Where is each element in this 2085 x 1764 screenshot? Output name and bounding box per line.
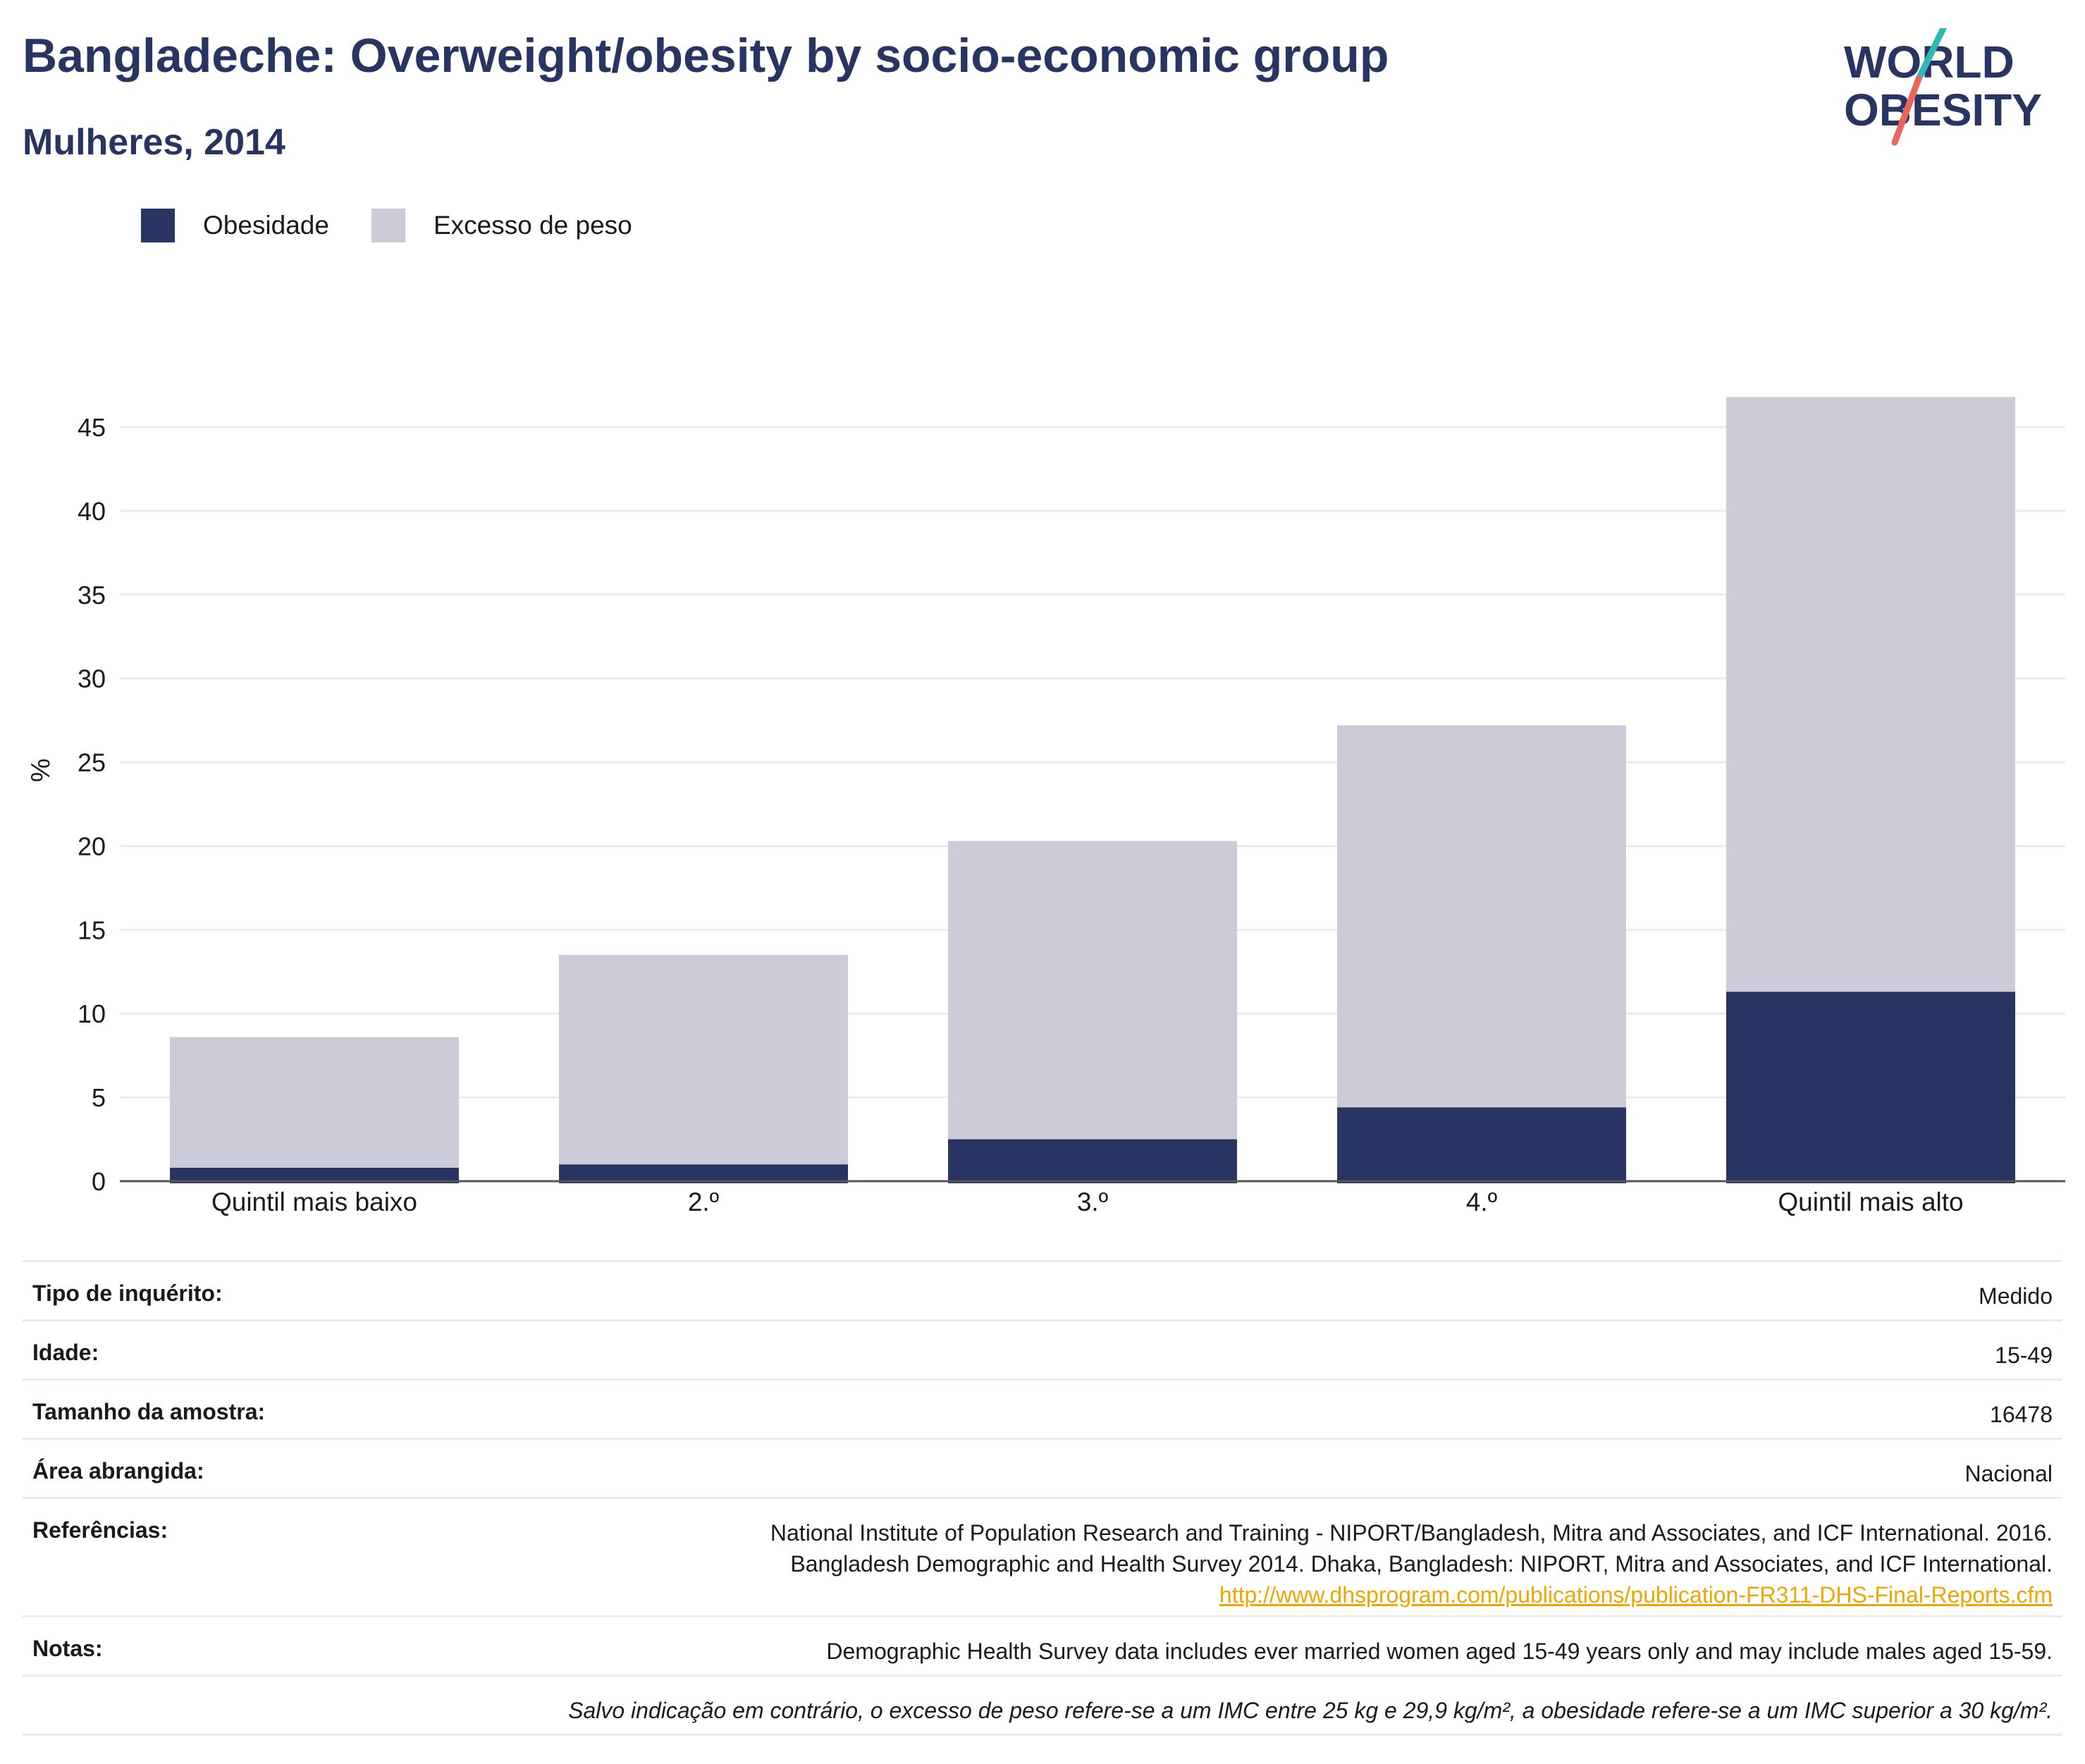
x-tick-label: 2.º (688, 1188, 720, 1216)
y-tick-label: 25 (78, 748, 106, 777)
y-tick-label: 5 (92, 1083, 106, 1112)
notes-value: Demographic Health Survey data includes … (826, 1639, 2053, 1664)
age-value: 15-49 (1995, 1343, 2053, 1368)
survey-type-value: Medido (1979, 1283, 2053, 1309)
bar-obesity (948, 1139, 1237, 1183)
y-tick-label: 35 (78, 581, 106, 610)
chart-title: Bangladeche: Overweight/obesity by socio… (23, 29, 1389, 82)
bar-obesity (1337, 1107, 1626, 1183)
legend-label-overweight: Excesso de peso (433, 211, 632, 240)
logo-red-slash (1891, 75, 1922, 146)
info-row-references: Referências: National Institute of Popul… (23, 1497, 2062, 1615)
notes-label: Notas: (32, 1636, 103, 1661)
world-obesity-logo: WORLD OBESITY (1844, 28, 2042, 146)
references-link[interactable]: http://www.dhsprogram.com/publications/p… (1219, 1582, 2053, 1608)
info-bottom-divider (23, 1734, 2062, 1736)
sample-size-label: Tamanho da amostra: (32, 1399, 266, 1424)
chart-legend: Obesidade Excesso de peso (141, 209, 675, 242)
legend-label-obesity: Obesidade (203, 211, 329, 240)
y-tick-label: 45 (78, 413, 106, 442)
x-tick-label: 3.º (1077, 1188, 1109, 1216)
y-tick-label: 40 (78, 497, 106, 526)
bar-overweight (559, 955, 848, 1183)
area-value: Nacional (1964, 1461, 2053, 1486)
x-tick-label: Quintil mais baixo (211, 1188, 417, 1216)
info-row-sample-size: Tamanho da amostra: 16478 (23, 1378, 2062, 1438)
info-table: Tipo de inquérito: Medido Idade: 15-49 T… (23, 1260, 2062, 1736)
age-label: Idade: (32, 1340, 99, 1365)
y-axis-label: % (26, 758, 56, 782)
bar-overweight (1337, 725, 1626, 1183)
footnote: Salvo indicação em contrário, o excesso … (568, 1698, 2053, 1723)
bar-overweight (170, 1037, 459, 1183)
info-row-survey-type: Tipo de inquérito: Medido (23, 1260, 2062, 1319)
logo-line2: OBESITY (1844, 85, 2042, 135)
area-label: Área abrangida: (32, 1458, 204, 1484)
references-value: National Institute of Population Researc… (770, 1517, 2053, 1610)
references-line-1: National Institute of Population Researc… (770, 1520, 2053, 1546)
legend-swatch-overweight (371, 209, 405, 242)
legend-swatch-obesity (141, 209, 175, 242)
references-line-2: Bangladesh Demographic and Health Survey… (790, 1551, 2053, 1577)
references-label: Referências: (32, 1517, 168, 1543)
y-tick-label: 30 (78, 665, 106, 693)
chart-subtitle: Mulheres, 2014 (23, 122, 285, 163)
info-row-age: Idade: 15-49 (23, 1319, 2062, 1378)
bar-overweight (948, 841, 1237, 1183)
y-tick-label: 10 (78, 999, 106, 1028)
bar-obesity (1726, 992, 2015, 1183)
y-tick-label: 0 (92, 1167, 106, 1196)
info-row-area: Área abrangida: Nacional (23, 1438, 2062, 1497)
info-row-footnote: Salvo indicação em contrário, o excesso … (23, 1674, 2062, 1734)
info-row-notes: Notas: Demographic Health Survey data in… (23, 1615, 2062, 1674)
x-tick-label: Quintil mais alto (1778, 1188, 1963, 1216)
y-tick-label: 20 (78, 832, 106, 861)
bar-obesity (170, 1167, 459, 1183)
survey-type-label: Tipo de inquérito: (32, 1281, 223, 1306)
logo-teal-slash (1915, 28, 1948, 82)
bar-chart: 0 5 10 15 20 25 30 35 40 45% Quintil mais baixo 2.º… (26, 397, 2065, 1216)
y-tick-label: 15 (78, 915, 106, 944)
sample-size-value: 16478 (1990, 1402, 2053, 1427)
x-tick-label: 4.º (1466, 1188, 1498, 1216)
